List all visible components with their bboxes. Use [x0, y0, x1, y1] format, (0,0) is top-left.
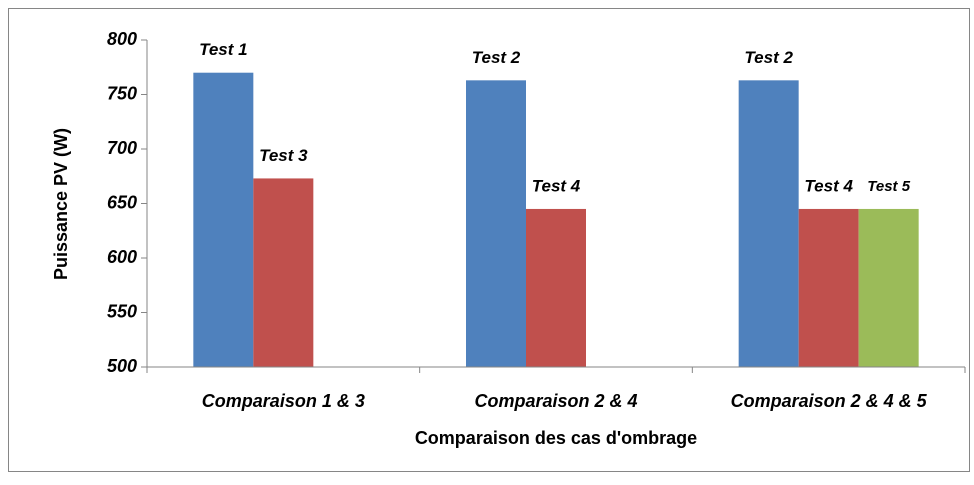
data-label: Test 4 [804, 176, 853, 195]
data-label: Test 1 [199, 40, 248, 59]
bar [526, 208, 586, 367]
x-axis-title: Comparaison des cas d'ombrage [415, 428, 697, 448]
x-tick-label: Comparaison 1 & 3 [202, 391, 365, 411]
y-tick-label: 650 [107, 192, 137, 212]
data-label: Test 2 [744, 48, 793, 67]
y-tick-label: 600 [107, 247, 137, 267]
y-tick-label: 750 [107, 83, 137, 103]
y-tick-label: 800 [107, 29, 137, 49]
bar [253, 178, 314, 367]
bar [193, 72, 254, 367]
y-tick-label: 550 [107, 301, 137, 321]
bar [798, 208, 859, 367]
y-axis-title: Puissance PV (W) [51, 128, 71, 280]
y-tick-label: 700 [107, 138, 137, 158]
data-label: Test 2 [472, 48, 521, 67]
x-tick-label: Comparaison 2 & 4 [474, 391, 637, 411]
bar [738, 80, 799, 367]
data-label: Test 4 [532, 176, 581, 195]
bar [858, 208, 919, 367]
y-tick-label: 500 [107, 356, 137, 376]
data-label: Test 5 [867, 178, 910, 195]
x-tick-label: Comparaison 2 & 4 & 5 [731, 391, 928, 411]
data-label: Test 3 [259, 146, 308, 165]
bar [466, 80, 526, 367]
